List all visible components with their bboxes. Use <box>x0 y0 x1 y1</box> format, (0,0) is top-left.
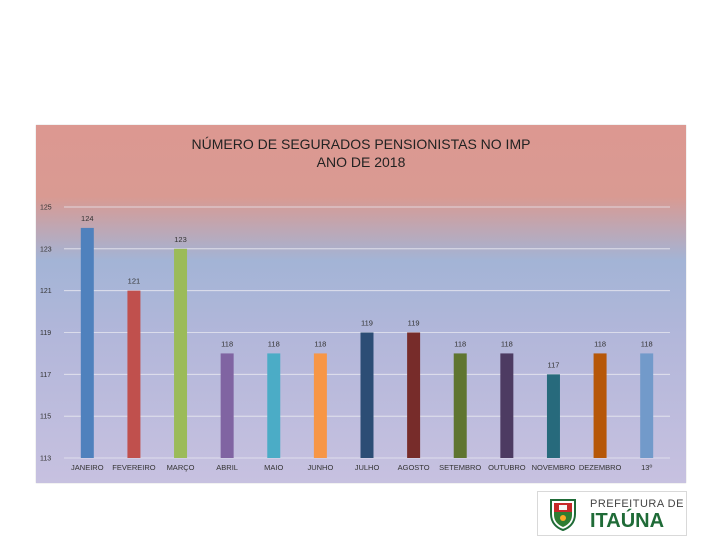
bar-chart: 113 115 117 119 121 123 125 124 JANEIRO 121 FEVERE… <box>40 205 670 472</box>
x-tick-label: OUTUBRO <box>488 463 526 472</box>
bar <box>174 248 188 458</box>
bar <box>640 353 654 458</box>
logo-text-city: ITAÚNA <box>590 510 665 532</box>
x-tick-label: JULHO <box>355 463 380 472</box>
chart-panel: NÚMERO DE SEGURADOS PENSIONISTAS NO IMP … <box>36 125 686 483</box>
bar <box>593 353 607 458</box>
data-label: 117 <box>547 360 559 369</box>
y-tick-label: 113 <box>40 456 51 463</box>
x-tick-label: SETEMBRO <box>439 463 481 472</box>
bar <box>127 290 141 458</box>
bar <box>267 353 281 458</box>
y-tick-label: 125 <box>40 205 52 212</box>
bar <box>360 332 374 458</box>
bar <box>546 374 560 458</box>
x-tick-label: ABRIL <box>216 463 238 472</box>
city-emblem-icon <box>550 499 576 532</box>
chart-title: NÚMERO DE SEGURADOS PENSIONISTAS NO IMP … <box>36 135 686 171</box>
x-tick-label: NOVEMBRO <box>532 463 576 472</box>
y-tick-label: 121 <box>40 288 52 295</box>
data-label: 118 <box>594 339 606 348</box>
chart-title-line-2: ANO DE 2018 <box>316 154 406 170</box>
data-label: 118 <box>501 339 513 348</box>
y-tick-label: 115 <box>40 414 51 421</box>
x-tick-label: MAIO <box>264 463 283 472</box>
bar <box>80 227 94 458</box>
data-label: 119 <box>408 319 420 328</box>
x-tick-label: AGOSTO <box>398 463 430 472</box>
logo-text-prefeitura: PREFEITURA DE <box>590 498 684 510</box>
data-label: 123 <box>174 235 187 244</box>
x-tick-label: JUNHO <box>307 463 333 472</box>
y-tick-label: 123 <box>40 246 52 253</box>
bar <box>453 353 467 458</box>
bar <box>313 353 327 458</box>
bar <box>500 353 514 458</box>
bar <box>220 353 234 458</box>
x-tick-label: DEZEMBRO <box>579 463 622 472</box>
data-label: 121 <box>128 277 141 286</box>
x-tick-label: 13º <box>641 463 652 472</box>
prefeitura-logo: PREFEITURA DE ITAÚNA <box>537 491 687 536</box>
y-tick-label: 117 <box>40 372 51 379</box>
data-label: 124 <box>81 214 94 223</box>
data-label: 118 <box>221 339 233 348</box>
y-tick-label: 119 <box>40 330 51 337</box>
data-label: 118 <box>454 339 466 348</box>
data-label: 118 <box>641 339 653 348</box>
x-tick-label: FEVEREIRO <box>112 463 156 472</box>
data-label: 118 <box>314 339 326 348</box>
chart-title-line-1: NÚMERO DE SEGURADOS PENSIONISTAS NO IMP <box>191 136 531 152</box>
data-label: 119 <box>361 319 373 328</box>
x-tick-label: MARÇO <box>167 463 195 472</box>
x-tick-label: JANEIRO <box>71 463 104 472</box>
data-label: 118 <box>268 339 280 348</box>
bar <box>407 332 421 458</box>
